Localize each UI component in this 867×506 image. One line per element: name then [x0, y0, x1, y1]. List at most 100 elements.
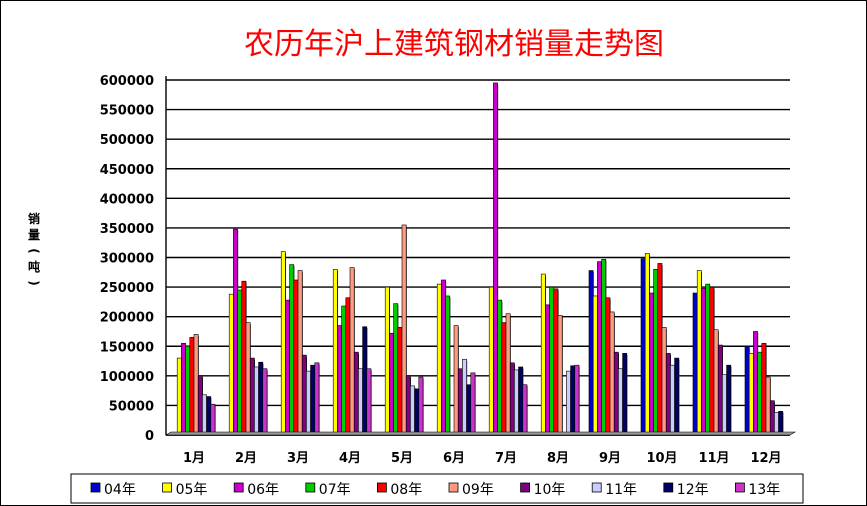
legend-swatch — [162, 482, 173, 493]
bar — [441, 279, 446, 436]
bar — [488, 286, 494, 436]
bar — [696, 270, 702, 436]
bar — [401, 224, 407, 436]
bar — [254, 366, 259, 436]
bar — [337, 325, 342, 436]
bar — [414, 388, 420, 436]
bar — [358, 368, 363, 436]
y-tick-label: 100000 — [100, 370, 154, 385]
bar — [674, 357, 680, 436]
bar — [657, 263, 663, 436]
legend-label: 05年 — [176, 482, 208, 498]
bar — [522, 384, 528, 436]
bar — [601, 258, 607, 436]
legend-swatch — [305, 482, 316, 493]
bar — [713, 329, 719, 436]
bar — [765, 376, 771, 436]
bar — [332, 269, 338, 436]
bar — [774, 412, 779, 436]
bar — [574, 364, 580, 436]
bar — [470, 372, 476, 436]
y-axis-label-char: ( — [27, 248, 41, 253]
bar — [670, 364, 675, 436]
bar — [297, 270, 303, 436]
y-tick-labels: 0 50000 100000 150000 200000 250000 300000 3500… — [100, 74, 154, 444]
x-tick-label: 10月 — [646, 451, 677, 466]
bar — [453, 325, 459, 436]
bar — [397, 327, 403, 436]
bar — [466, 384, 472, 436]
legend-swatch — [448, 482, 459, 493]
bar — [289, 264, 295, 436]
bar — [457, 368, 463, 436]
bar — [445, 295, 451, 436]
bar — [436, 283, 442, 436]
bar — [649, 292, 654, 436]
y-tick-label: 550000 — [100, 104, 154, 119]
bar — [722, 374, 727, 436]
y-tick-label: 0 — [145, 429, 154, 444]
y-axis-label-char: 吨 — [28, 259, 40, 274]
bar — [362, 326, 368, 436]
legend: 04年 05年 06年 07年 08年 09年 10年 11年 12年 13年 — [70, 473, 804, 504]
legend-box — [70, 473, 804, 504]
bar — [310, 364, 316, 436]
y-tick-label: 150000 — [100, 340, 154, 355]
bar — [228, 293, 234, 436]
y-tick-label: 50000 — [109, 399, 154, 414]
bar — [757, 351, 763, 436]
bar — [753, 331, 758, 436]
bar — [176, 357, 182, 436]
bar — [609, 311, 615, 436]
bar — [249, 357, 255, 436]
y-tick-label: 500000 — [100, 133, 154, 148]
legend-label: 08年 — [390, 482, 422, 498]
bar — [618, 368, 623, 436]
legend-swatch — [735, 482, 745, 493]
bar — [701, 287, 706, 436]
bar — [778, 411, 784, 436]
bar — [570, 365, 576, 436]
bar — [769, 400, 775, 436]
bar — [245, 322, 251, 436]
bar — [644, 253, 650, 436]
bar — [501, 322, 507, 436]
x-tick-labels: 1月 2月 3月 4月 5月 6月 7月 8月 9月 10月 11月 12月 — [183, 451, 782, 466]
legend-label: 10年 — [534, 482, 566, 498]
bar — [588, 270, 594, 436]
bar — [493, 82, 498, 436]
legend-swatch — [663, 482, 674, 493]
bar — [233, 228, 238, 436]
bar — [181, 342, 186, 436]
bar — [497, 299, 503, 436]
bar — [410, 385, 415, 436]
bar — [241, 280, 247, 436]
bar — [314, 362, 320, 436]
bar — [393, 303, 399, 436]
legend-label: 04年 — [104, 482, 136, 498]
bar — [553, 288, 559, 436]
legend-label: 09年 — [462, 482, 494, 498]
bar — [418, 376, 424, 436]
bar — [726, 364, 732, 436]
bar — [293, 279, 299, 436]
legend-label: 12年 — [677, 482, 709, 498]
bar — [301, 354, 307, 436]
bar — [566, 370, 571, 436]
legend-swatch — [90, 482, 101, 493]
y-tick-label: 300000 — [100, 252, 154, 267]
bar — [349, 267, 355, 436]
legend-label: 13年 — [748, 482, 780, 498]
bar — [653, 269, 659, 436]
bar — [592, 295, 598, 436]
chart-title: 农历年沪上建筑钢材销量走势图 — [244, 27, 664, 62]
bar — [518, 366, 524, 436]
x-tick-label: 5月 — [391, 451, 413, 466]
bar — [202, 394, 207, 436]
bar — [717, 344, 723, 436]
bar — [640, 258, 646, 436]
x-tick-label: 9月 — [599, 451, 621, 466]
bar — [285, 299, 290, 436]
floor — [164, 431, 797, 436]
